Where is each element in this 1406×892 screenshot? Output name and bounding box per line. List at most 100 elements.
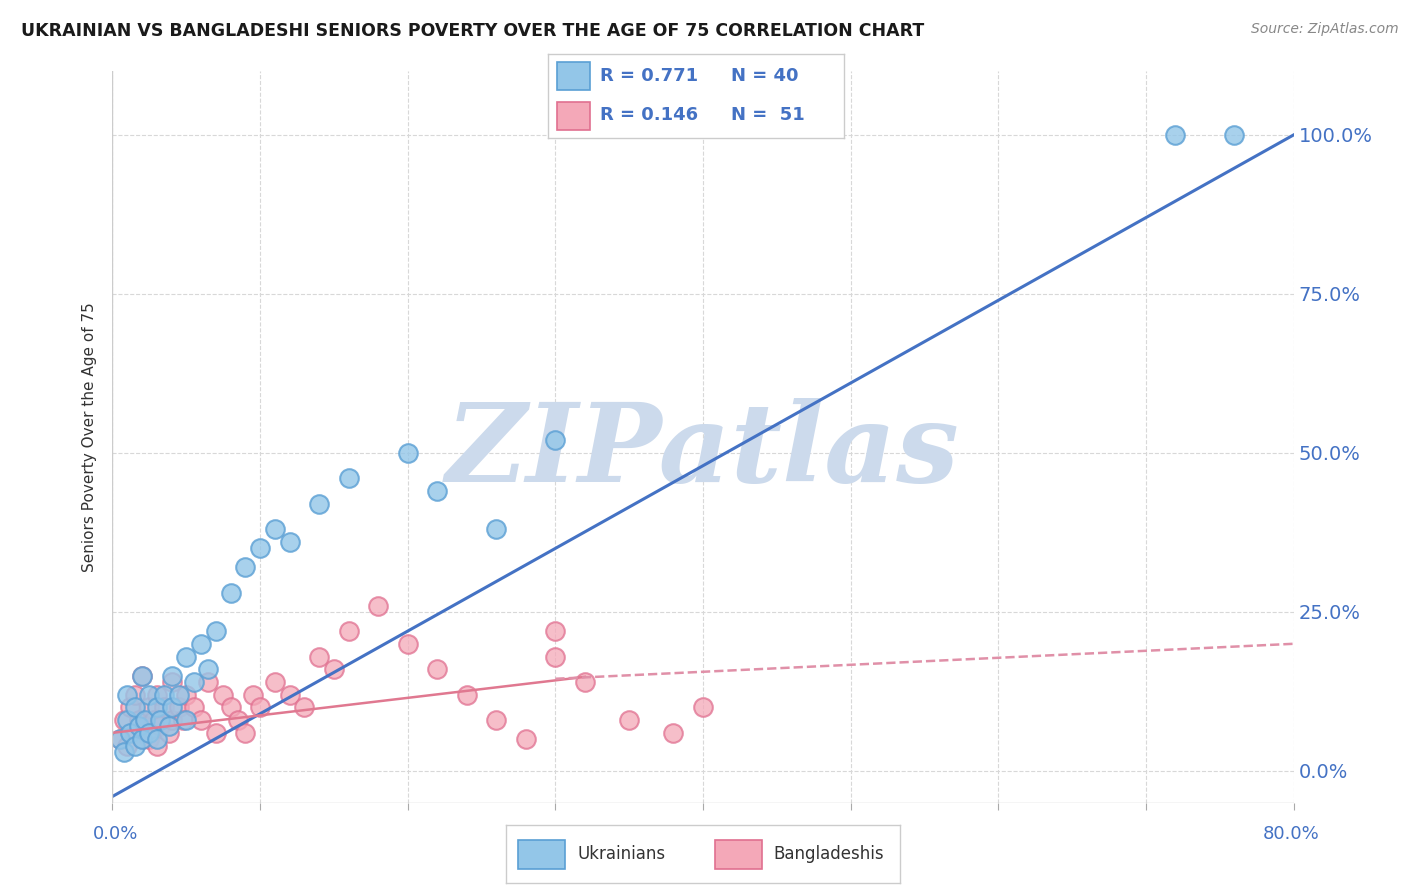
Text: N = 40: N = 40 [731, 67, 799, 85]
Point [117, 713, 138, 727]
Point [308, 649, 330, 664]
Point [149, 719, 172, 733]
Point [219, 700, 242, 714]
Point [485, 522, 508, 536]
Point [131, 732, 153, 747]
Text: 0.0%: 0.0% [93, 825, 138, 843]
Point [146, 732, 169, 747]
Point [515, 732, 537, 747]
Point [146, 688, 169, 702]
Point [160, 675, 183, 690]
Point [183, 675, 205, 690]
Text: Bangladeshis: Bangladeshis [773, 845, 884, 863]
Point [264, 675, 287, 690]
Point [323, 662, 346, 676]
Text: UKRAINIAN VS BANGLADESHI SENIORS POVERTY OVER THE AGE OF 75 CORRELATION CHART: UKRAINIAN VS BANGLADESHI SENIORS POVERTY… [21, 22, 924, 40]
Point [249, 700, 271, 714]
Point [160, 713, 183, 727]
Text: N =  51: N = 51 [731, 106, 806, 124]
Point [112, 745, 135, 759]
Point [134, 713, 156, 727]
Point [396, 446, 419, 460]
Point [146, 739, 169, 753]
Point [485, 713, 508, 727]
Point [212, 688, 235, 702]
Point [124, 739, 146, 753]
Point [131, 732, 153, 747]
Point [160, 700, 183, 714]
Point [157, 719, 180, 733]
FancyBboxPatch shape [517, 839, 565, 869]
Point [190, 713, 212, 727]
Point [226, 713, 249, 727]
Point [174, 713, 197, 727]
Point [146, 700, 169, 714]
Point [124, 726, 146, 740]
Point [183, 700, 205, 714]
Text: Source: ZipAtlas.com: Source: ZipAtlas.com [1251, 22, 1399, 37]
Point [157, 726, 180, 740]
Point [174, 649, 197, 664]
Text: 80.0%: 80.0% [1263, 825, 1319, 843]
Point [138, 688, 160, 702]
Point [278, 535, 301, 549]
Y-axis label: Seniors Poverty Over the Age of 75: Seniors Poverty Over the Age of 75 [82, 302, 97, 572]
Point [128, 719, 150, 733]
Point [426, 484, 449, 499]
Point [160, 668, 183, 682]
Point [233, 726, 256, 740]
Point [112, 713, 135, 727]
Text: Ukrainians: Ukrainians [576, 845, 665, 863]
Point [396, 637, 419, 651]
Text: ZIPatlas: ZIPatlas [446, 398, 960, 506]
Point [692, 700, 714, 714]
Point [138, 726, 160, 740]
Point [120, 700, 142, 714]
Point [337, 471, 360, 485]
Point [174, 688, 197, 702]
Point [544, 434, 567, 448]
Point [138, 700, 160, 714]
Point [205, 726, 228, 740]
Point [278, 688, 301, 702]
Point [233, 560, 256, 574]
Point [167, 688, 190, 702]
Point [337, 624, 360, 638]
Point [190, 637, 212, 651]
Point [205, 624, 228, 638]
FancyBboxPatch shape [557, 102, 589, 130]
Point [142, 713, 165, 727]
Point [117, 688, 138, 702]
Point [153, 688, 176, 702]
Point [219, 586, 242, 600]
Point [367, 599, 389, 613]
Point [167, 700, 190, 714]
Point [131, 668, 153, 682]
Point [308, 497, 330, 511]
Point [1223, 128, 1246, 142]
Point [108, 732, 131, 747]
Point [544, 624, 567, 638]
Point [264, 522, 287, 536]
Point [149, 713, 172, 727]
Text: R = 0.146: R = 0.146 [600, 106, 699, 124]
Point [117, 739, 138, 753]
Point [124, 700, 146, 714]
Point [124, 688, 146, 702]
Point [197, 662, 219, 676]
Point [619, 713, 641, 727]
Point [131, 668, 153, 682]
Point [138, 732, 160, 747]
Point [172, 713, 194, 727]
Point [292, 700, 315, 714]
Point [197, 675, 219, 690]
FancyBboxPatch shape [557, 62, 589, 90]
Point [1164, 128, 1187, 142]
Point [242, 688, 264, 702]
Text: R = 0.771: R = 0.771 [600, 67, 699, 85]
FancyBboxPatch shape [714, 839, 762, 869]
Point [249, 541, 271, 556]
Point [544, 649, 567, 664]
Point [120, 726, 142, 740]
Point [134, 719, 156, 733]
